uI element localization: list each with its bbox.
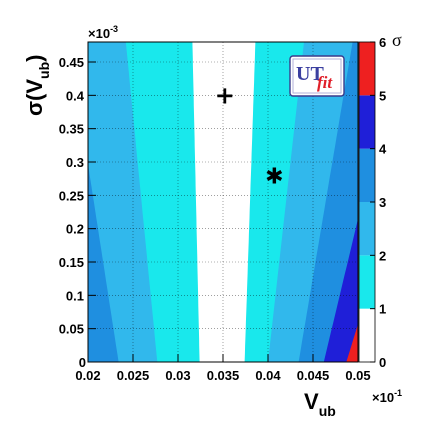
- y-axis-title-close: ): [22, 55, 47, 62]
- colorbar-tick-label: 2: [379, 248, 386, 263]
- x-multiplier: ×10-1: [372, 388, 402, 405]
- logo-sub: fit: [317, 73, 333, 92]
- colorbar-tick-label: 1: [379, 302, 386, 317]
- y-tick-label: 0.3: [66, 155, 84, 170]
- logo-main: UT: [296, 63, 324, 85]
- x-axis-title-sub: ub: [319, 403, 336, 419]
- y-tick-label: 0.1: [66, 288, 84, 303]
- y-axis-title-main: σ(V: [22, 79, 47, 116]
- markers: +✱: [215, 81, 284, 189]
- x-tick-label: 0.035: [207, 368, 240, 383]
- x-tick-label: 0.05: [345, 368, 370, 383]
- colorbar-segment-1-2: [359, 255, 375, 309]
- colorbar-tick-label: 4: [379, 142, 387, 157]
- colorbar-tick-label: 3: [379, 195, 386, 210]
- y-multiplier: ×10-3: [88, 24, 118, 41]
- y-tick-label: 0.15: [59, 255, 84, 270]
- colorbar-segment-2-3: [359, 202, 375, 256]
- plus-marker: +: [215, 81, 235, 109]
- y-axis-title: σ(Vub): [22, 55, 52, 117]
- colorbar-tick-label: 0: [379, 355, 386, 370]
- x-tick-label: 0.025: [117, 368, 150, 383]
- y-tick-label: 0.2: [66, 222, 84, 237]
- y-multiplier-base: ×10: [88, 26, 110, 41]
- y-tick-label: 0.4: [66, 88, 85, 103]
- colorbar-segment-4-5: [359, 95, 375, 149]
- x-tick-label: 0.04: [255, 368, 281, 383]
- axis-ticks: 0.02 0.025 0.03 0.035 0.04 0.045 0.05 0.05 0.1 0.…: [59, 55, 371, 383]
- y-tick-label: 0.25: [59, 188, 84, 203]
- colorbar-tick-label: 5: [379, 88, 386, 103]
- colorbar-title: σ: [392, 30, 402, 50]
- colorbar: 0 1 2 3 4 5 6: [358, 35, 387, 370]
- y-tick-label: 0.35: [59, 122, 84, 137]
- utfit-logo: UT fit: [289, 55, 345, 97]
- x-axis-title: Vub: [304, 389, 336, 419]
- colorbar-segment-3-4: [359, 148, 375, 202]
- colorbar-segment-5-6: [359, 42, 375, 96]
- star-marker: ✱: [265, 164, 283, 189]
- y-tick-label: 0.45: [59, 55, 84, 70]
- y-origin-label: 0: [79, 355, 86, 370]
- x-tick-label: 0.03: [165, 368, 190, 383]
- colorbar-tick-label: 6: [379, 35, 386, 50]
- y-tick-label: 0.05: [59, 322, 84, 337]
- y-axis-title-sub: ub: [36, 62, 52, 79]
- x-multiplier-exp: -1: [394, 388, 402, 398]
- y-multiplier-exp: -3: [110, 24, 118, 34]
- x-axis-title-main: V: [304, 389, 319, 414]
- x-tick-label: 0.02: [75, 368, 100, 383]
- x-tick-label: 0.045: [297, 368, 330, 383]
- colorbar-segment-0-1: [359, 308, 375, 362]
- band-0-1: [192, 42, 256, 362]
- x-multiplier-base: ×10: [372, 390, 394, 405]
